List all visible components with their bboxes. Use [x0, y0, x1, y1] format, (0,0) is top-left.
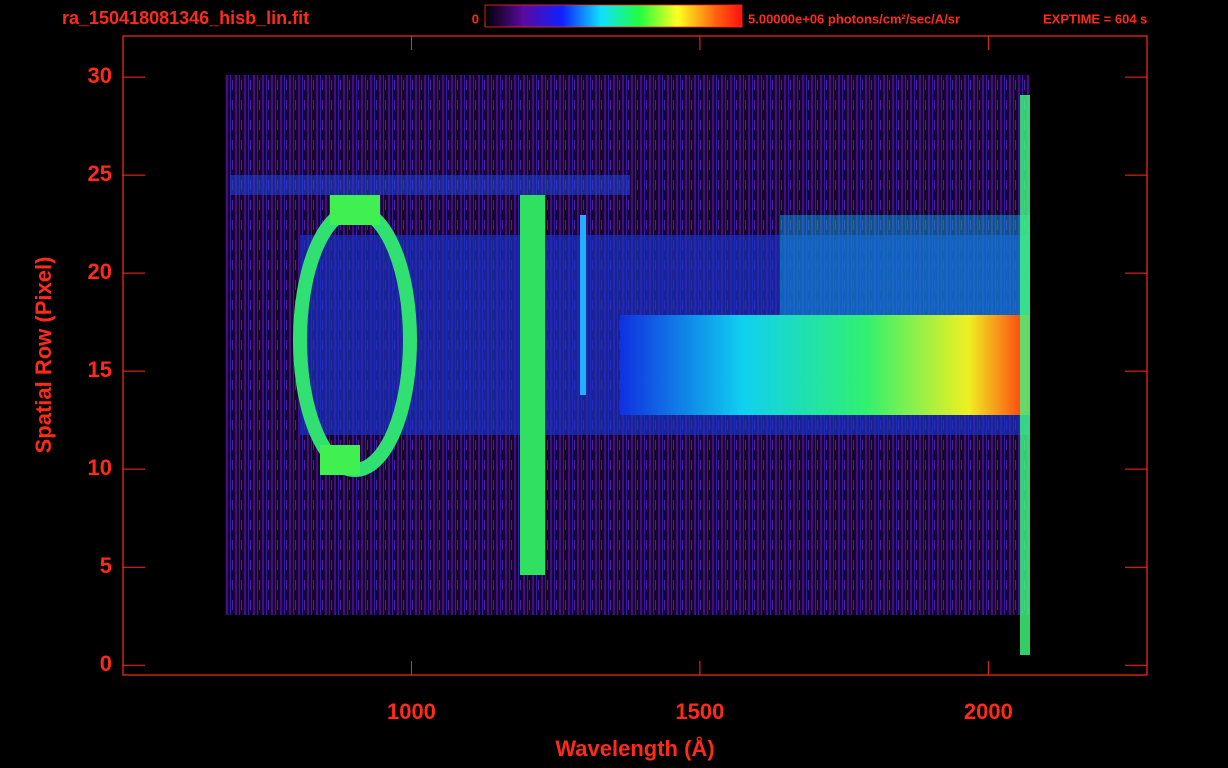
y-tick-label: 30	[88, 63, 112, 88]
colorbar-tick-label: 5.00000e+06 photons/cm²/sec/A/sr	[748, 11, 960, 26]
x-axis-label: Wavelength (Å)	[555, 735, 714, 761]
x-tick-label: 1000	[387, 699, 436, 724]
y-tick-label: 10	[88, 455, 112, 480]
y-tick-label: 20	[88, 259, 112, 284]
x-tick-label: 1500	[675, 699, 724, 724]
x-tick-label: 2000	[964, 699, 1013, 724]
y-tick-label: 0	[100, 651, 112, 676]
y-tick-label: 25	[88, 161, 112, 186]
colorbar	[484, 4, 743, 28]
spectrum-image	[225, 75, 1030, 655]
annotation: EXPTIME = 604 s	[1043, 11, 1147, 26]
chart-title: ra_150418081346_hisb_lin.fit	[62, 8, 309, 28]
colorbar-tick-label: 0	[472, 11, 479, 26]
plot-frame	[122, 35, 1148, 676]
y-axis-label: Spatial Row (Pixel)	[31, 257, 56, 454]
y-tick-label: 5	[100, 553, 112, 578]
y-tick-label: 15	[88, 357, 112, 382]
